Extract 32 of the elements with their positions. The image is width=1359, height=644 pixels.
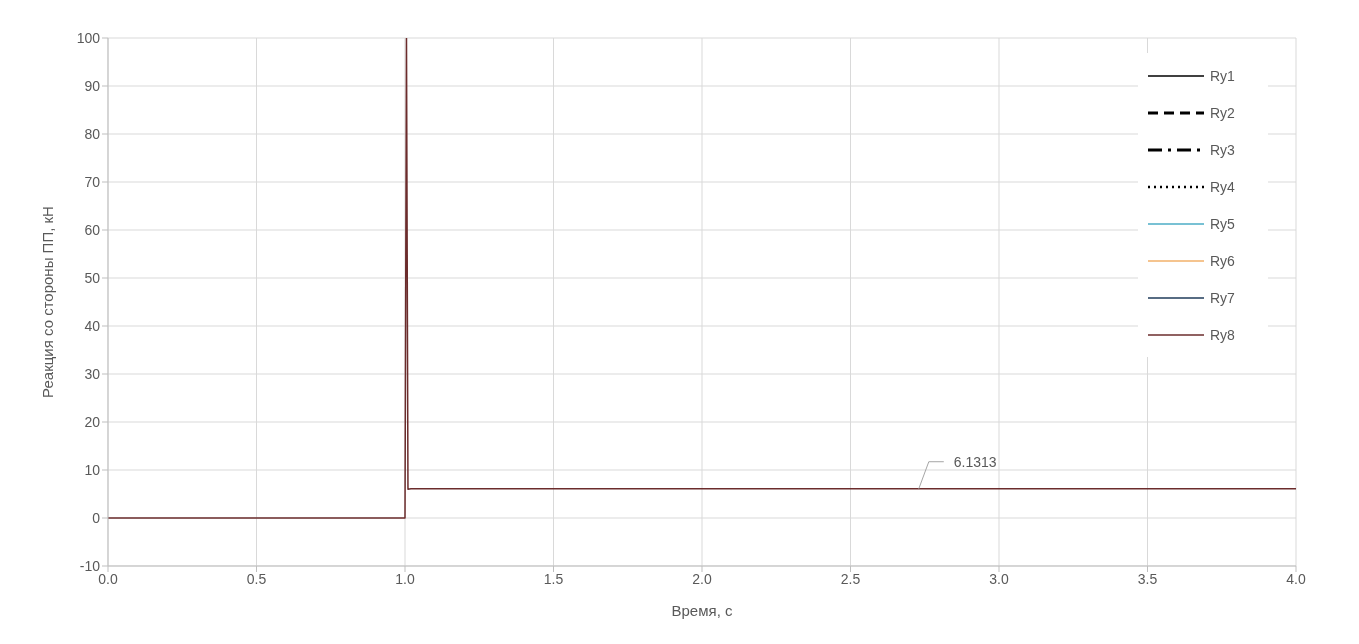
x-tick-label: 2.0 (692, 570, 712, 587)
x-tick-label: 0.0 (98, 570, 118, 587)
x-axis-title: Время, с (671, 602, 733, 619)
annotation: 6.1313 (953, 453, 997, 470)
x-tick-label: 4.0 (1286, 570, 1306, 587)
y-tick-label: 100 (76, 29, 101, 46)
x-tick-label: 1.5 (543, 570, 564, 587)
x-tick-label: 2.5 (840, 570, 861, 587)
legend-label: Ry2 (1210, 104, 1235, 121)
legend-label: Ry3 (1210, 141, 1235, 158)
y-tick-label: 90 (84, 77, 101, 94)
legend-label: Ry1 (1210, 67, 1235, 84)
y-tick-label: 80 (84, 125, 101, 142)
x-tick-label: 3.5 (1137, 570, 1158, 587)
legend-label: Ry4 (1210, 178, 1235, 195)
y-tick-label: 70 (84, 173, 101, 190)
y-tick-label: 10 (84, 461, 101, 478)
y-axis-title: Реакция со стороны ПП, кН (39, 206, 57, 398)
x-tick-label: 0.5 (246, 570, 267, 587)
y-tick-label: -10 (79, 557, 101, 574)
y-tick-label: 40 (84, 317, 101, 334)
y-tick-label: 0 (92, 509, 101, 526)
legend-label: Ry6 (1210, 252, 1235, 269)
legend-label: Ry8 (1210, 326, 1235, 343)
y-tick-label: 60 (84, 221, 101, 238)
x-tick-label: 3.0 (989, 570, 1009, 587)
legend-label: Ry7 (1210, 289, 1235, 306)
legend-label: Ry5 (1210, 215, 1235, 232)
y-tick-label: 50 (84, 269, 101, 286)
y-tick-label: 30 (84, 365, 101, 382)
y-tick-label: 20 (84, 413, 101, 430)
x-tick-label: 1.0 (395, 570, 415, 587)
